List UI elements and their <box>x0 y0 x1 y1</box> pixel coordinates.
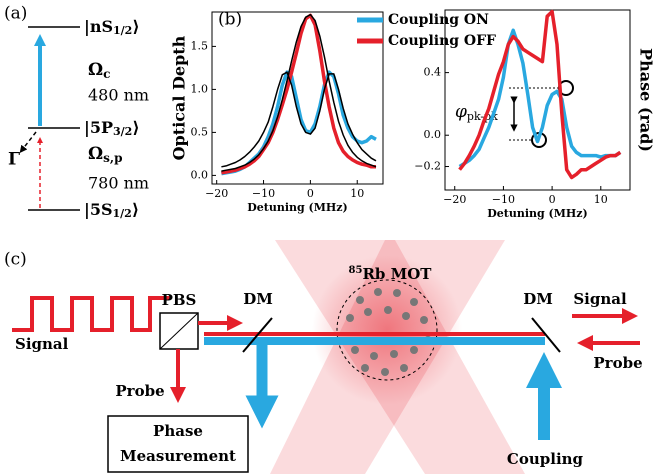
series-line <box>221 15 376 172</box>
x-axis-label: Detuning (MHz) <box>247 201 348 214</box>
y-tick-label: 0.4 <box>424 66 442 79</box>
panel-label: (a) <box>4 4 27 24</box>
setup-label: DM <box>523 290 553 308</box>
wavelength: 480 nm <box>88 86 149 105</box>
setup-label: Probe <box>593 354 642 372</box>
isotope: 85 <box>349 265 363 276</box>
rabi-symbol: Ω <box>88 60 103 80</box>
x-axis-label: Detuning (MHz) <box>487 207 588 220</box>
panel-label: (c) <box>4 250 27 270</box>
level-name: |5S <box>84 200 113 219</box>
x-tick-label: 0 <box>549 193 556 206</box>
figure: (a) (b) (c) |nS1/2⟩ |5P3/2⟩ |5S1/2⟩ Ωc 4… <box>0 0 656 474</box>
level-sub: 1/2 <box>113 207 132 220</box>
level-diagram: |nS1/2⟩ |5P3/2⟩ |5S1/2⟩ Ωc 480 nm Ωs,p 7… <box>8 17 149 221</box>
rabi-label: Ωs,p <box>88 144 122 165</box>
rabi-sub: s,p <box>103 151 122 165</box>
box-label: Phase <box>153 422 203 440</box>
annotation-symbol: φ <box>455 102 467 122</box>
level-label: |nS1/2⟩ <box>84 17 140 38</box>
x-tick-label: −10 <box>252 187 275 200</box>
y-tick-label: 1.5 <box>191 39 209 52</box>
pbs-diagonal <box>160 313 198 349</box>
level-sub: 1/2 <box>113 24 132 37</box>
setup-label: Coupling <box>507 450 584 468</box>
x-tick-label: 10 <box>594 193 608 206</box>
mot-name: Rb MOT <box>362 265 432 283</box>
x-tick-label: 0 <box>307 187 314 200</box>
y-tick-label: −0.2 <box>414 160 441 173</box>
y-tick-label: 0.0 <box>191 168 209 181</box>
y-tick-label: 0.5 <box>191 125 209 138</box>
level-name: |5P <box>84 118 113 137</box>
x-tick-label: −20 <box>443 193 466 206</box>
wavelength: 780 nm <box>88 174 149 193</box>
page: {"panel_labels": ["(a)", "(b)", "(c)"], … <box>0 0 656 474</box>
level-end: ⟩ <box>132 200 139 219</box>
y-tick-label: 0.0 <box>424 128 442 141</box>
y-tick-label: 1.0 <box>191 82 209 95</box>
decay-arrow <box>22 132 36 150</box>
level-label: |5P3/2⟩ <box>84 118 140 139</box>
setup-label: Signal <box>15 335 69 353</box>
signal-pulses <box>12 298 170 330</box>
level-sub: 3/2 <box>113 125 132 138</box>
box-label: Measurement <box>120 447 236 465</box>
legend-label: Coupling ON <box>388 12 489 28</box>
y-axis-label: Optical Depth <box>170 35 189 160</box>
y-axis-label: Phase (rad) <box>637 48 656 152</box>
legend-label: Coupling OFF <box>388 33 496 49</box>
rabi-sub: c <box>103 67 110 81</box>
rabi-symbol: Ω <box>88 144 103 164</box>
setup: Phase Measurement Signal PBS DM DM 85Rb … <box>12 240 643 474</box>
level-end: ⟩ <box>132 17 139 36</box>
setup-label: PBS <box>162 291 197 309</box>
x-tick-label: −10 <box>492 193 515 206</box>
level-name: |nS <box>84 17 113 36</box>
level-label: |5S1/2⟩ <box>84 200 139 221</box>
decay-label: Γ <box>8 150 20 170</box>
setup-label: DM <box>243 290 273 308</box>
rabi-label: Ωc <box>88 60 110 81</box>
level-end: ⟩ <box>132 118 139 137</box>
x-tick-label: 10 <box>350 187 364 200</box>
x-tick-label: −20 <box>205 187 228 200</box>
setup-label: Probe <box>115 382 164 400</box>
setup-label: Signal <box>573 290 627 308</box>
